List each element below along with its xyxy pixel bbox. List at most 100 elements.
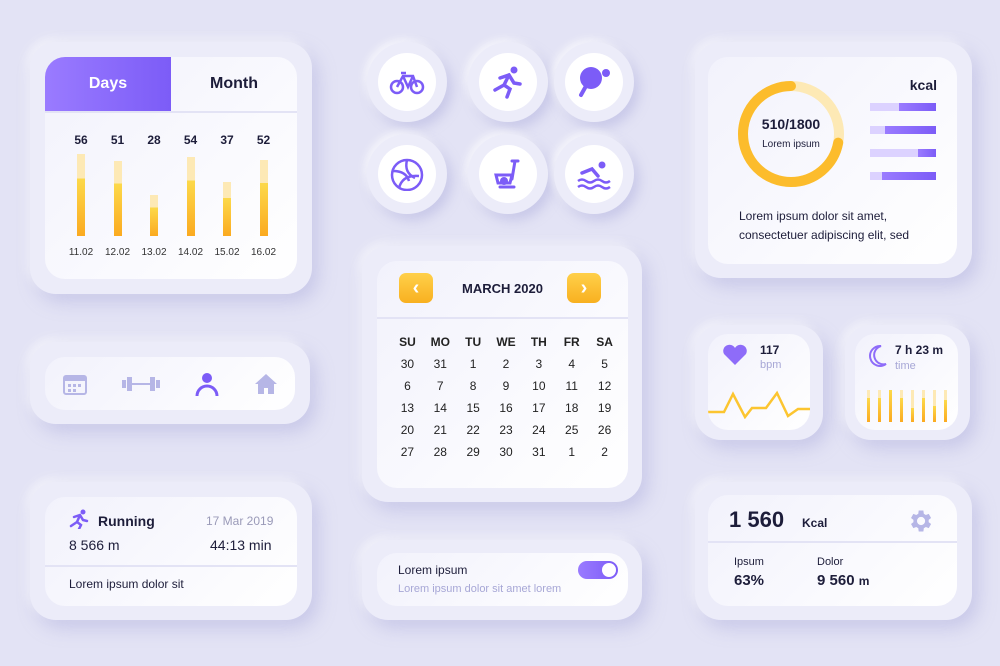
tab-days[interactable]: Days — [45, 57, 171, 111]
heart-icon — [723, 344, 747, 365]
sleep-bar — [900, 390, 903, 422]
activity-title: Running — [98, 513, 155, 529]
sleep-bar — [911, 390, 914, 422]
user-icon[interactable] — [195, 371, 219, 397]
next-month-button[interactable]: › — [567, 273, 601, 303]
stat-label: Ipsum — [734, 556, 764, 568]
sport-button[interactable] — [554, 134, 634, 214]
summary-card: 1 560 Kcal Ipsum 63% Dolor 9 560 m — [708, 495, 957, 606]
calendar-day[interactable]: 3 — [535, 357, 543, 371]
calendar-day[interactable]: 27 — [400, 445, 415, 459]
calendar-day[interactable]: 2 — [502, 357, 510, 371]
x-tick-label: 13.02 — [141, 247, 167, 258]
calendar-day[interactable]: 10 — [532, 379, 546, 393]
heart-rate-value: 117 — [760, 343, 780, 357]
sleep-card: 7 h 23 m time — [855, 334, 958, 430]
calendar-day[interactable]: 21 — [433, 423, 447, 437]
sleep-bar — [933, 390, 936, 422]
kcal-bar — [870, 126, 936, 134]
calendar-day[interactable]: 4 — [568, 357, 576, 371]
calendar-day[interactable]: 28 — [433, 445, 447, 459]
calendar-day[interactable]: 29 — [466, 445, 480, 459]
kcal-text-line2: consectetuer adipiscing elit, sed — [739, 228, 910, 242]
sport-button[interactable] — [554, 42, 634, 122]
home-icon[interactable] — [254, 373, 278, 395]
calendar-day[interactable]: 22 — [466, 423, 480, 437]
calendar-day[interactable]: 24 — [532, 423, 546, 437]
bar — [150, 195, 158, 236]
heart-rate-card: 117 bpm — [708, 334, 810, 430]
calendar-day[interactable]: 16 — [499, 401, 513, 415]
bar — [259, 159, 268, 236]
divider — [708, 541, 957, 543]
stat-value: 63% — [734, 572, 765, 589]
calendar-day[interactable]: 12 — [597, 379, 612, 393]
tab-month[interactable]: Month — [210, 75, 258, 92]
progress-ring — [738, 81, 844, 187]
toggle-card: Lorem ipsum Lorem ipsum dolor sit amet l… — [377, 553, 628, 606]
stat-value: 9 560 m — [817, 572, 869, 589]
weekday-label: TU — [465, 335, 482, 349]
calendar-day[interactable]: 11 — [565, 379, 578, 393]
calendar-day[interactable]: 18 — [565, 401, 579, 415]
bar-value-label: 28 — [147, 133, 161, 147]
running-card[interactable]: Running 17 Mar 2019 8 566 m 44:13 min Lo… — [45, 497, 297, 606]
divider — [45, 565, 297, 567]
kcal-text-line1: Lorem ipsum dolor sit amet, — [739, 209, 888, 223]
calendar-day[interactable]: 17 — [532, 401, 546, 415]
moon-icon — [869, 344, 887, 367]
calendar-day[interactable]: 5 — [601, 357, 608, 371]
kcal-unit: kcal — [909, 77, 937, 93]
sleep-duration: 7 h 23 m — [895, 343, 944, 357]
x-tick-label: 16.02 — [250, 247, 277, 258]
sport-button[interactable] — [468, 134, 548, 214]
bar-value-label: 54 — [183, 133, 198, 147]
prev-month-button[interactable]: ‹ — [399, 273, 433, 303]
calendar-day[interactable]: 25 — [565, 423, 579, 437]
calendar-day[interactable]: 31 — [433, 357, 447, 371]
gear-icon[interactable] — [906, 507, 934, 535]
sport-button[interactable] — [367, 134, 447, 214]
calendar-day[interactable]: 7 — [436, 379, 444, 393]
divider — [377, 317, 628, 319]
calendar-day[interactable]: 13 — [400, 401, 415, 415]
weekday-label: SU — [399, 335, 416, 349]
weekday-label: WE — [496, 335, 516, 349]
activity-distance: 8 566 m — [69, 537, 120, 553]
calendar-title: MARCH 2020 — [462, 281, 543, 296]
sleep-bar — [878, 390, 881, 422]
calendar-day[interactable]: 15 — [466, 401, 480, 415]
sport-button[interactable] — [468, 42, 548, 122]
calendar-day[interactable]: 26 — [597, 423, 612, 437]
calendar-day[interactable]: 6 — [404, 379, 411, 393]
calendar-day[interactable]: 1 — [469, 357, 477, 371]
calendar-day[interactable]: 14 — [433, 401, 447, 415]
calendar-day[interactable]: 1 — [568, 445, 576, 459]
x-tick-label: 11.02 — [68, 247, 94, 258]
sleep-bar — [889, 390, 892, 422]
sport-button[interactable] — [367, 42, 447, 122]
bar — [77, 154, 85, 236]
weekday-label: TH — [530, 335, 547, 349]
toggle-title: Lorem ipsum — [398, 563, 468, 577]
toggle-switch[interactable] — [578, 561, 618, 579]
calendar-icon[interactable] — [62, 373, 87, 395]
calendar-day[interactable]: 20 — [400, 423, 415, 437]
calendar-day[interactable]: 19 — [597, 401, 612, 415]
calendar-day[interactable]: 30 — [400, 357, 415, 371]
calendar-day[interactable]: 2 — [601, 445, 608, 459]
calendar-day[interactable]: 9 — [502, 379, 510, 393]
kcal-bar — [870, 103, 936, 111]
calendar-day[interactable]: 31 — [532, 445, 546, 459]
dumbbell-icon[interactable] — [121, 376, 160, 392]
calendar-day[interactable]: 30 — [499, 445, 513, 459]
weekday-label: SA — [596, 335, 613, 349]
calendar-day[interactable]: 23 — [499, 423, 513, 437]
heart-rate-unit: bpm — [760, 359, 782, 371]
calendar-day[interactable]: 8 — [469, 379, 477, 393]
sleep-bar — [922, 390, 925, 422]
weekday-label: FR — [563, 335, 580, 349]
bicycle-icon — [389, 71, 425, 95]
sleep-bar — [867, 390, 870, 422]
activity-date: 17 Mar 2019 — [206, 514, 274, 528]
